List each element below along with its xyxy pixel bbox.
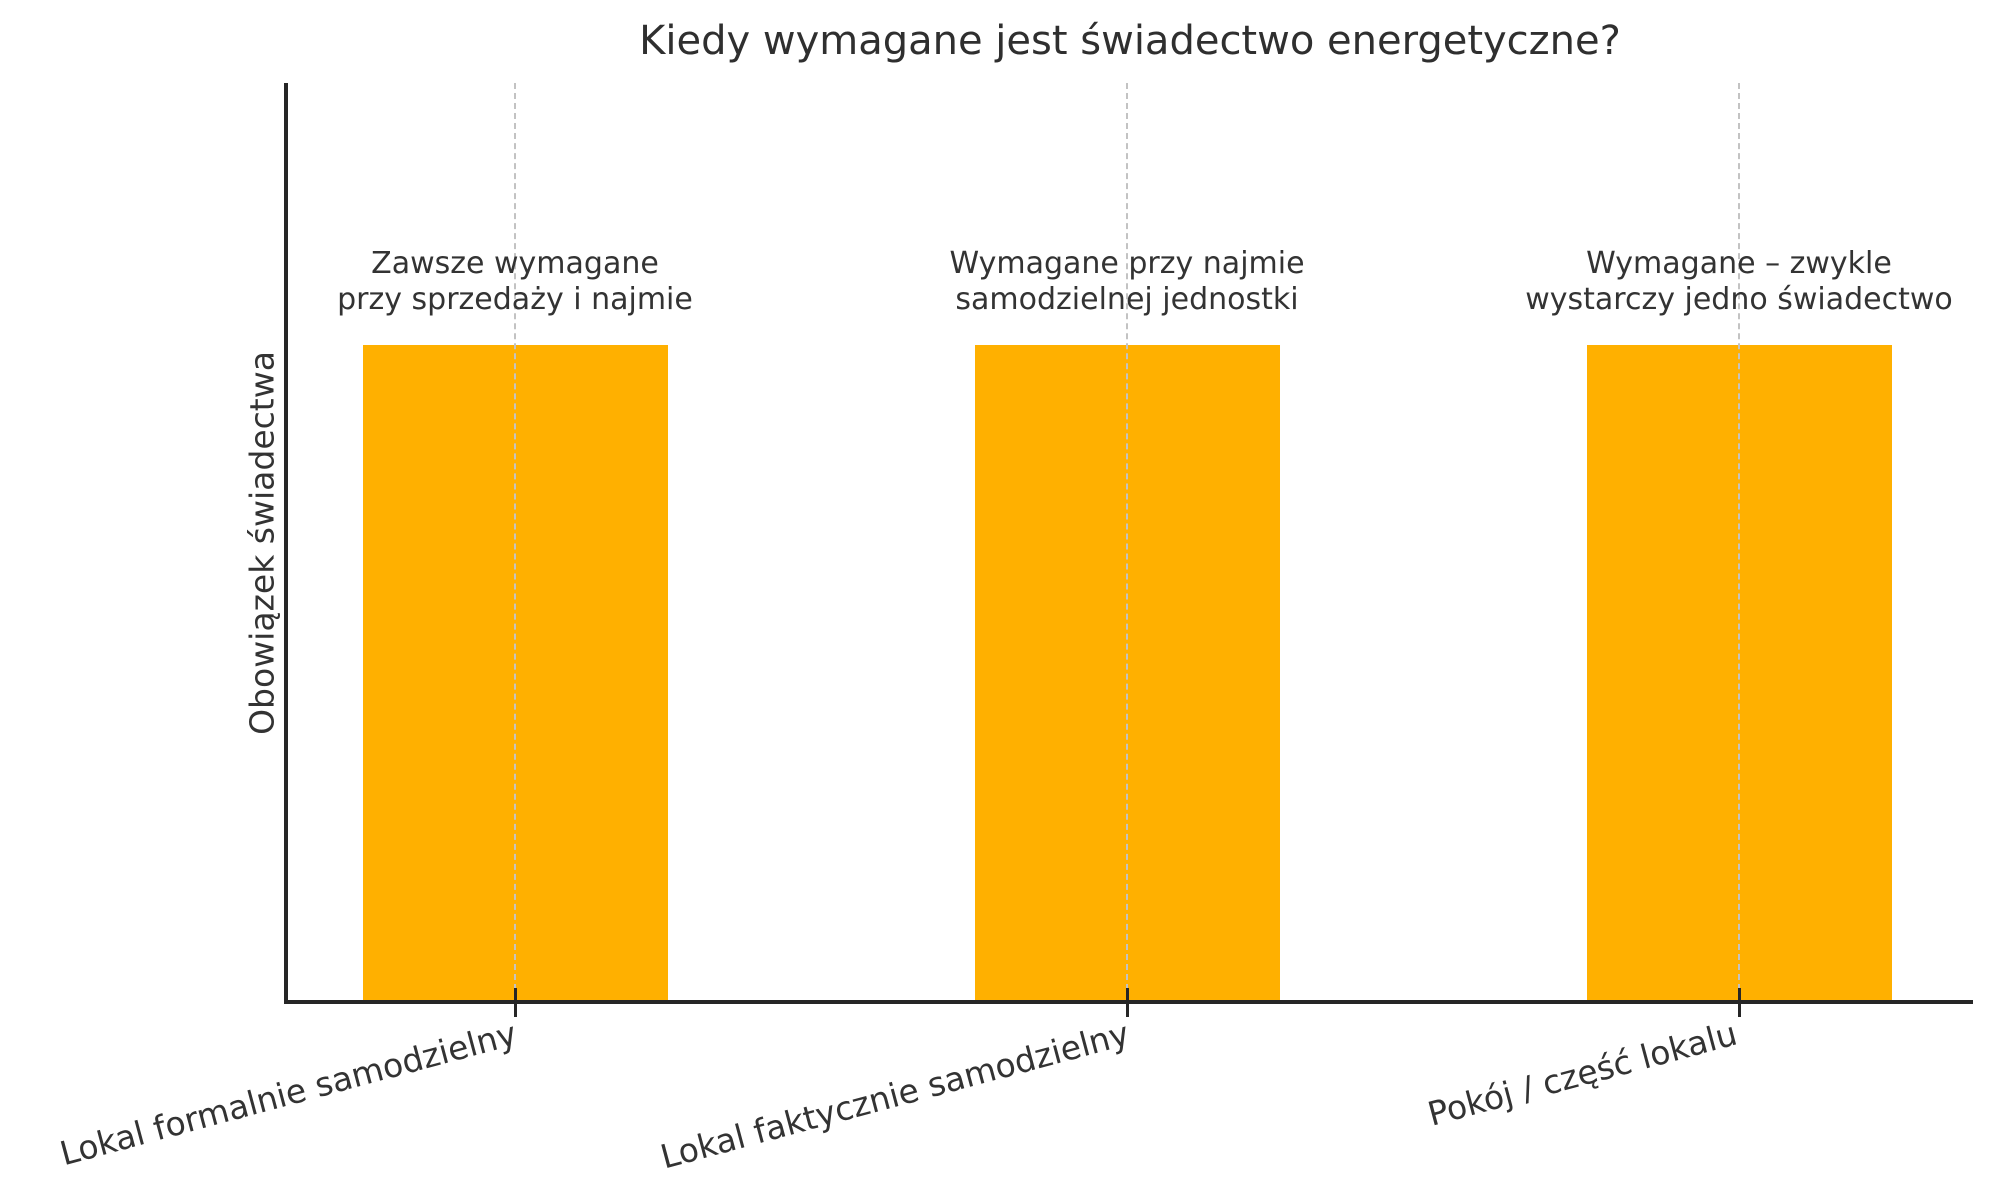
bar-annotation-3-line-1: Wymagane – zwykle: [1586, 246, 1892, 281]
bar-annotation-3-line-2: wystarczy jedno świadectwo: [1525, 282, 1953, 317]
x-tick-label-3: Pokój / część lokalu: [1423, 1013, 1741, 1134]
x-tick-label-1: Lokal formalnie samodzielny: [56, 1013, 521, 1174]
gridline-bar-1: [514, 83, 516, 1000]
bar-annotation-1: Zawsze wymagane przy sprzedaży i najmie: [195, 246, 835, 318]
x-tick-2: [1126, 988, 1129, 1017]
chart-title: Kiedy wymagane jest świadectwo energetyc…: [639, 18, 1621, 64]
bar-annotation-3: Wymagane – zwykle wystarczy jedno świade…: [1419, 246, 2000, 318]
x-tick-1: [514, 988, 517, 1017]
x-tick-3: [1738, 988, 1741, 1017]
bar-annotation-2-line-1: Wymagane przy najmie: [949, 246, 1305, 281]
gridline-bar-2: [1126, 83, 1128, 1000]
gridline-bar-3: [1738, 83, 1740, 1000]
bar-annotation-2: Wymagane przy najmie samodzielnej jednos…: [807, 246, 1447, 318]
bar-annotation-1-line-2: przy sprzedaży i najmie: [337, 282, 693, 317]
bar-annotation-2-line-2: samodzielnej jednostki: [955, 282, 1299, 317]
x-tick-label-2: Lokal faktycznie samodzielny: [656, 1013, 1133, 1177]
bar-annotation-1-line-1: Zawsze wymagane: [371, 246, 659, 281]
y-axis-label: Obowiązek świadectwa: [242, 351, 282, 735]
y-axis-line: [284, 83, 288, 1004]
